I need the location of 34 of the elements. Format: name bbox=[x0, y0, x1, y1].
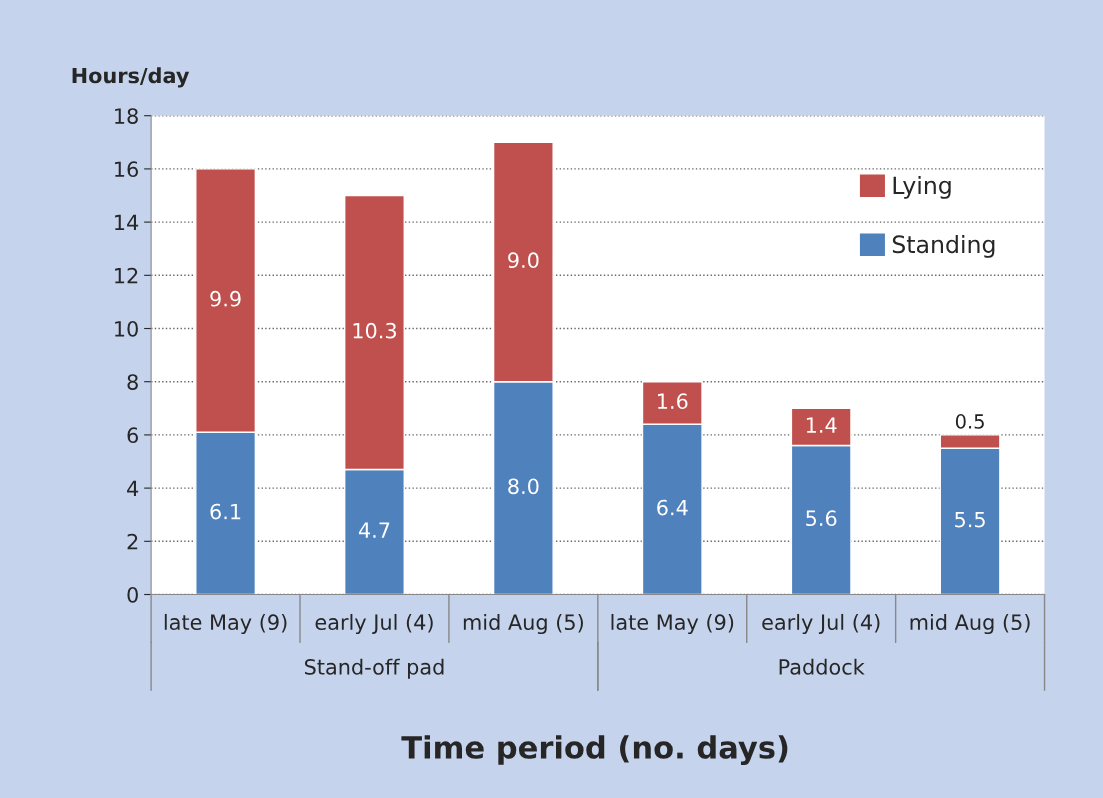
x-axis-title: Time period (no. days) bbox=[401, 735, 788, 766]
data-label: 10.3 bbox=[353, 322, 396, 339]
text: Stand-off pad bbox=[304, 658, 444, 679]
y-tick-label: 18 bbox=[115, 108, 138, 124]
data-label: 9.0 bbox=[508, 252, 539, 269]
x-tick-label: early Jul (4) bbox=[762, 613, 880, 635]
x-tick-label: mid Aug (5) bbox=[910, 613, 1030, 635]
y-tick-label: 12 bbox=[115, 267, 138, 284]
x-tick-label: mid Aug (5) bbox=[463, 613, 583, 635]
data-label: 1.4 bbox=[806, 417, 837, 433]
y-tick-label: 4 bbox=[127, 480, 139, 497]
y-tick-label: 14 bbox=[115, 214, 139, 231]
x-tick-label: late May (9) bbox=[611, 613, 734, 635]
data-label: 5.5 bbox=[955, 511, 985, 528]
data-label: 1.6 bbox=[658, 393, 688, 410]
y-tick-label: 8 bbox=[127, 374, 138, 390]
y-tick-label: 2 bbox=[127, 533, 138, 550]
data-label: 9.9 bbox=[210, 290, 241, 307]
legend-label: Lying bbox=[893, 175, 951, 199]
y-axis-title: Hours/day bbox=[72, 67, 190, 88]
data-label: 4.7 bbox=[358, 522, 390, 538]
data-label: 0.5 bbox=[955, 414, 984, 429]
y-tick-label: 10 bbox=[115, 320, 138, 337]
data-label: 5.6 bbox=[806, 510, 837, 527]
y-tick-label: 6 bbox=[127, 427, 138, 444]
x-tick-label: early Jul (4) bbox=[315, 613, 433, 635]
y-tick-label: 16 bbox=[115, 161, 138, 178]
legend-label: Standing bbox=[892, 234, 995, 258]
data-label: 6.1 bbox=[210, 503, 241, 520]
text: Paddock bbox=[779, 658, 865, 675]
data-label: 6.4 bbox=[657, 499, 688, 516]
y-tick-label: 0 bbox=[127, 586, 138, 603]
x-tick-label: late May (9) bbox=[164, 613, 287, 635]
data-label: 8.0 bbox=[508, 478, 539, 495]
